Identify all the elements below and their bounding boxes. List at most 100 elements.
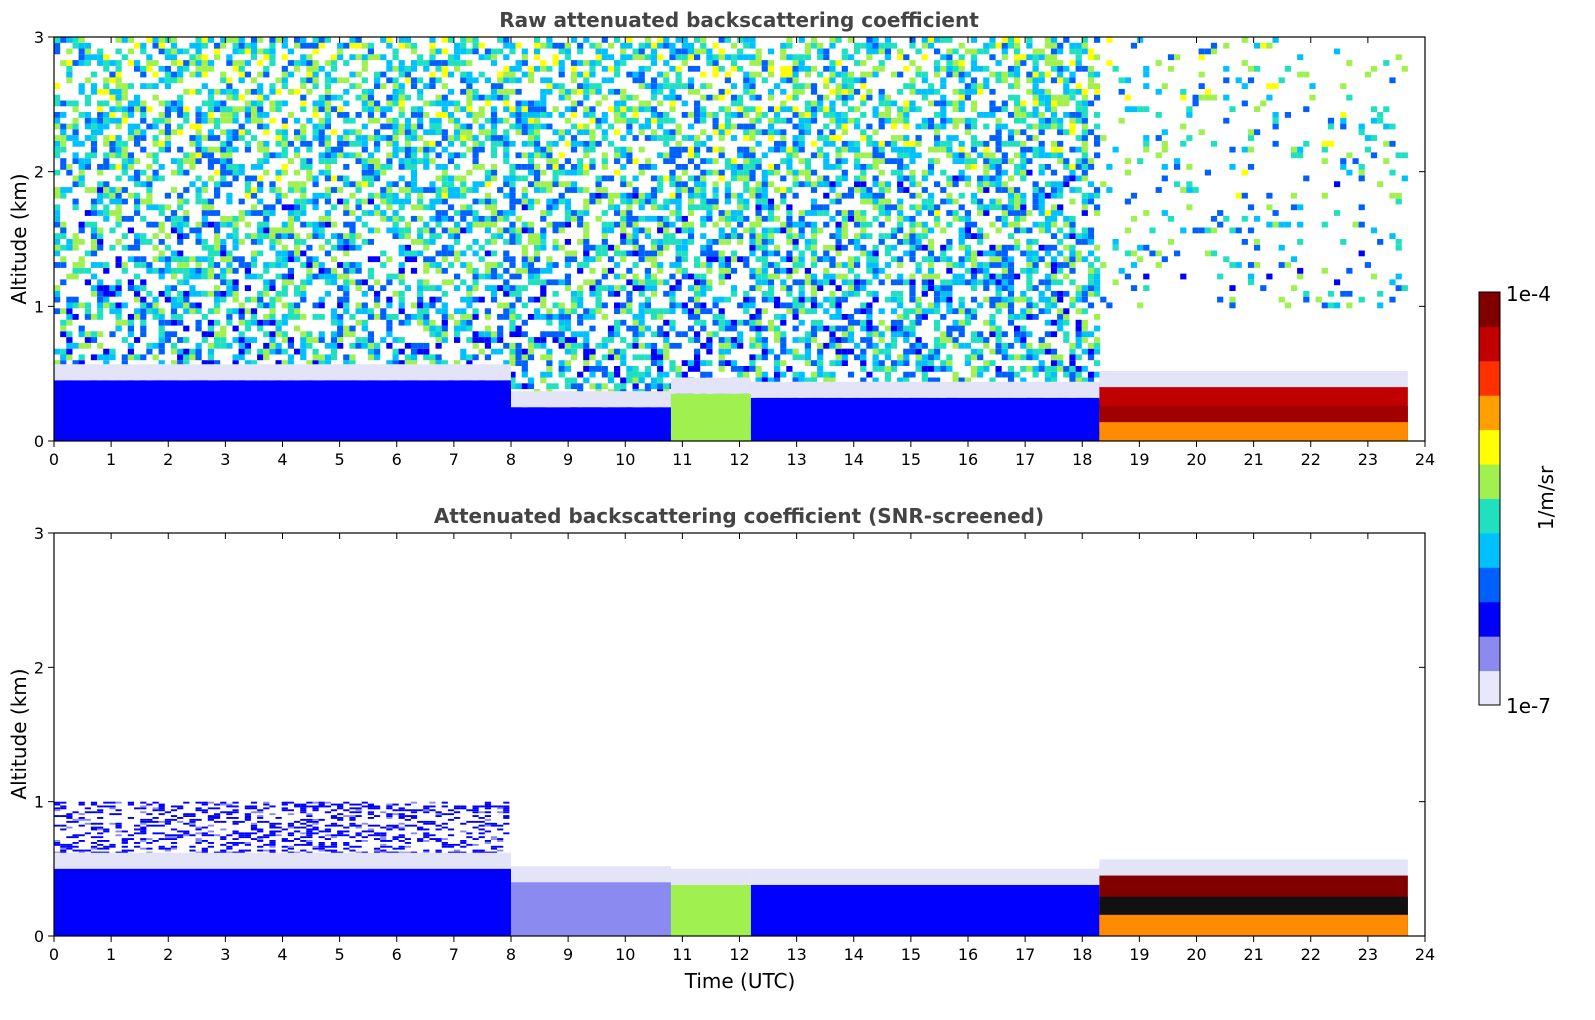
noise-cell bbox=[318, 273, 325, 280]
noise-cell bbox=[490, 348, 498, 355]
noise-cell bbox=[737, 319, 744, 326]
noise-cell bbox=[767, 273, 775, 280]
noise-cell bbox=[324, 152, 331, 159]
noise-cell bbox=[601, 187, 608, 193]
noise-cell bbox=[663, 337, 670, 343]
noise-cell bbox=[767, 296, 775, 303]
noise-cell bbox=[103, 192, 110, 199]
noise-cell bbox=[847, 267, 855, 274]
noise-cell bbox=[724, 348, 731, 355]
noise-cell bbox=[177, 112, 184, 118]
noise-cell bbox=[386, 331, 393, 338]
noise-cell bbox=[410, 256, 418, 263]
noise-cell bbox=[294, 314, 301, 320]
noise-cell bbox=[294, 42, 301, 49]
noise-cell bbox=[601, 77, 608, 84]
noise-cell bbox=[534, 308, 541, 315]
noise-cell bbox=[515, 239, 522, 245]
noise-cell bbox=[361, 175, 368, 182]
noise-cell bbox=[558, 71, 565, 78]
noise-cell bbox=[583, 129, 590, 136]
noise-cell bbox=[509, 227, 516, 234]
noise-cell bbox=[177, 296, 184, 303]
noise-cell bbox=[324, 279, 331, 286]
noise-cell bbox=[214, 42, 221, 49]
noise-cell bbox=[152, 117, 159, 124]
noise-cell bbox=[294, 250, 301, 257]
noise-cell bbox=[638, 146, 645, 153]
noise-cell bbox=[423, 112, 430, 118]
noise-cell bbox=[66, 244, 73, 251]
noise-cell bbox=[638, 256, 645, 263]
noise-cell bbox=[466, 129, 473, 136]
noise-cell bbox=[238, 71, 245, 78]
noise-cell bbox=[810, 140, 818, 147]
noise-cell bbox=[78, 267, 85, 274]
noise-cell bbox=[527, 262, 535, 268]
noise-cell bbox=[232, 360, 239, 366]
noise-cell bbox=[620, 302, 627, 309]
noise-cell bbox=[140, 331, 147, 338]
noise-cell bbox=[146, 187, 153, 193]
noise-cell bbox=[54, 169, 61, 176]
noise-cell bbox=[730, 175, 738, 182]
noise-cell bbox=[503, 175, 510, 182]
noise-cell bbox=[841, 337, 848, 343]
noise-cell bbox=[577, 267, 584, 274]
noise-cell bbox=[72, 60, 79, 66]
noise-cell bbox=[300, 60, 307, 66]
noise-cell bbox=[601, 342, 608, 349]
noise-cell bbox=[54, 360, 61, 366]
noise-cell bbox=[170, 314, 178, 320]
noise-cell bbox=[540, 279, 547, 286]
noise-cell bbox=[263, 94, 270, 101]
noise-cell bbox=[694, 152, 701, 159]
noise-cell bbox=[601, 354, 608, 361]
noise-cell bbox=[386, 198, 393, 205]
noise-cell bbox=[244, 360, 251, 366]
noise-cell bbox=[743, 88, 750, 95]
noise-cell bbox=[546, 152, 553, 159]
noise-cell bbox=[478, 256, 485, 263]
noise-cell bbox=[183, 308, 190, 315]
noise-cell bbox=[244, 273, 251, 280]
noise-cell bbox=[220, 112, 227, 118]
noise-cell bbox=[632, 314, 639, 320]
noise-cell bbox=[423, 164, 430, 170]
noise-cell bbox=[632, 244, 639, 251]
noise-cell bbox=[312, 37, 319, 43]
noise-cell bbox=[90, 239, 98, 245]
noise-cell bbox=[447, 71, 455, 78]
noise-cell bbox=[250, 48, 258, 55]
noise-cell bbox=[275, 239, 282, 245]
noise-cell bbox=[60, 112, 67, 118]
noise-cell bbox=[650, 215, 658, 222]
noise-cell bbox=[521, 198, 528, 205]
noise-cell bbox=[355, 181, 362, 188]
noise-cell bbox=[238, 314, 245, 320]
noise-cell bbox=[214, 331, 221, 338]
noise-cell bbox=[601, 210, 608, 216]
noise-cell bbox=[417, 296, 424, 303]
noise-cell bbox=[669, 135, 676, 141]
noise-cell bbox=[749, 192, 756, 199]
noise-cell bbox=[503, 210, 510, 216]
noise-cell bbox=[767, 60, 775, 66]
noise-cell bbox=[509, 354, 516, 361]
noise-cell bbox=[490, 262, 498, 268]
noise-cell bbox=[361, 88, 368, 95]
noise-cell bbox=[650, 256, 658, 263]
noise-cell bbox=[454, 221, 461, 228]
noise-cell bbox=[134, 140, 141, 147]
noise-cell bbox=[484, 239, 491, 245]
noise-cell bbox=[650, 42, 658, 49]
noise-cell bbox=[460, 77, 467, 84]
noise-cell bbox=[718, 215, 725, 222]
noise-cell bbox=[54, 290, 61, 297]
noise-cell bbox=[441, 215, 448, 222]
noise-cell bbox=[749, 83, 756, 89]
noise-cell bbox=[650, 342, 658, 349]
noise-cell bbox=[841, 273, 848, 280]
noise-cell bbox=[607, 54, 615, 61]
noise-cell bbox=[183, 354, 190, 361]
